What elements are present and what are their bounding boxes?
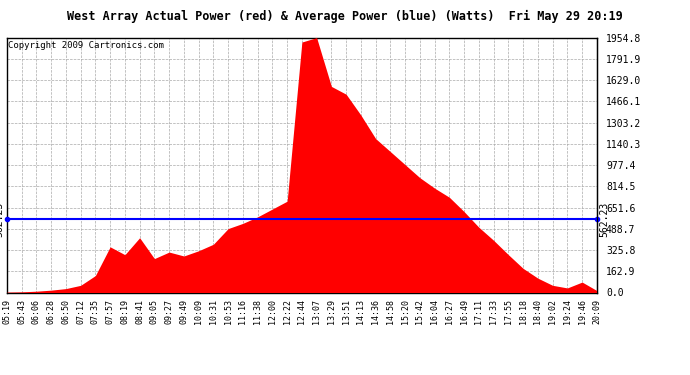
- Text: West Array Actual Power (red) & Average Power (blue) (Watts)  Fri May 29 20:19: West Array Actual Power (red) & Average …: [67, 10, 623, 23]
- Text: 562.23: 562.23: [600, 201, 610, 237]
- Text: Copyright 2009 Cartronics.com: Copyright 2009 Cartronics.com: [8, 41, 164, 50]
- Text: 562.23: 562.23: [0, 201, 4, 237]
